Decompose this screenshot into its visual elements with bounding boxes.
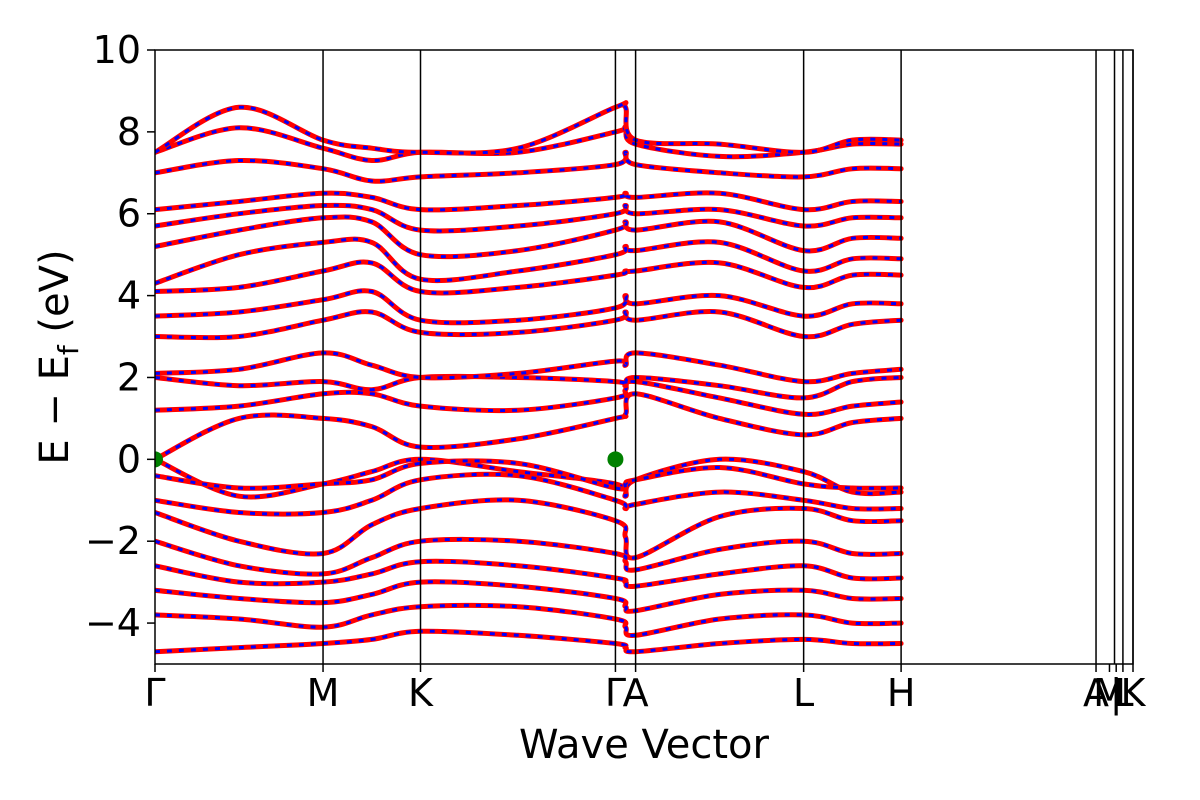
fermi-markers	[155, 451, 624, 468]
band-line-overlay	[155, 498, 902, 560]
band-line-overlay	[155, 629, 902, 654]
plot-frame	[154, 49, 1134, 665]
kpoint-label: L	[793, 671, 814, 715]
kpoint-label: K	[1121, 671, 1147, 715]
band-line-overlay	[155, 191, 902, 212]
kpoint-label: |	[1110, 671, 1123, 716]
kpoint-label: K	[408, 671, 434, 715]
y-axis-label: E − Ef (eV)	[32, 249, 85, 464]
band-line	[155, 536, 904, 577]
band-lines	[155, 100, 904, 655]
band-line-overlay	[155, 351, 902, 384]
kpoint-label: M	[307, 671, 340, 715]
y-axis-label-tail: (eV)	[32, 249, 78, 345]
y-axis-ticks: −4 −2 0 2 4 6 8 10	[85, 28, 155, 645]
kpoint-label: Γ	[605, 671, 626, 715]
y-tick-label: 8	[117, 110, 141, 154]
band-line-overlay	[155, 459, 902, 491]
band-line-overlay	[155, 237, 902, 285]
kpoint-label: H	[887, 671, 916, 715]
band-line	[155, 288, 904, 326]
fermi-marker	[155, 451, 163, 468]
plot-area	[154, 49, 1134, 665]
y-tick-label: 0	[117, 437, 141, 481]
y-tick-label: 2	[117, 355, 141, 399]
y-tick-label: 10	[93, 28, 141, 72]
x-axis-ticks: Γ M K ΓA L H AM|LK	[144, 664, 1147, 716]
band-line-overlay	[155, 101, 902, 155]
band-line	[155, 309, 904, 341]
y-tick-label: −4	[85, 601, 141, 645]
plot-background	[155, 50, 1133, 664]
x-axis-label: Wave Vector	[519, 722, 770, 768]
fermi-marker	[607, 451, 624, 468]
band-line-overlay	[155, 203, 902, 233]
kpoint-label: L	[1112, 671, 1133, 715]
y-axis-label-sub: f	[52, 344, 85, 355]
band-line-overlay	[155, 559, 902, 588]
band-line-overlay	[155, 392, 902, 461]
kpoint-label: M	[1093, 671, 1126, 715]
band-line-overlay	[155, 215, 902, 259]
kpoint-label: Γ	[144, 671, 165, 715]
band-line-overlay	[155, 150, 902, 183]
band-line-overlay	[155, 374, 902, 400]
band-line	[155, 471, 904, 517]
y-tick-label: 4	[117, 274, 141, 318]
kpoint-label: A	[1083, 671, 1109, 715]
y-tick-label: 6	[117, 192, 141, 236]
kpoint-label: A	[623, 671, 649, 715]
y-tick-label: −2	[85, 519, 141, 563]
band-line-overlay	[155, 580, 902, 613]
band-line-overlay	[155, 260, 902, 295]
band-line-overlay	[155, 379, 902, 416]
y-axis-label-main: E − E	[32, 355, 78, 465]
band-line-overlay	[155, 603, 902, 637]
